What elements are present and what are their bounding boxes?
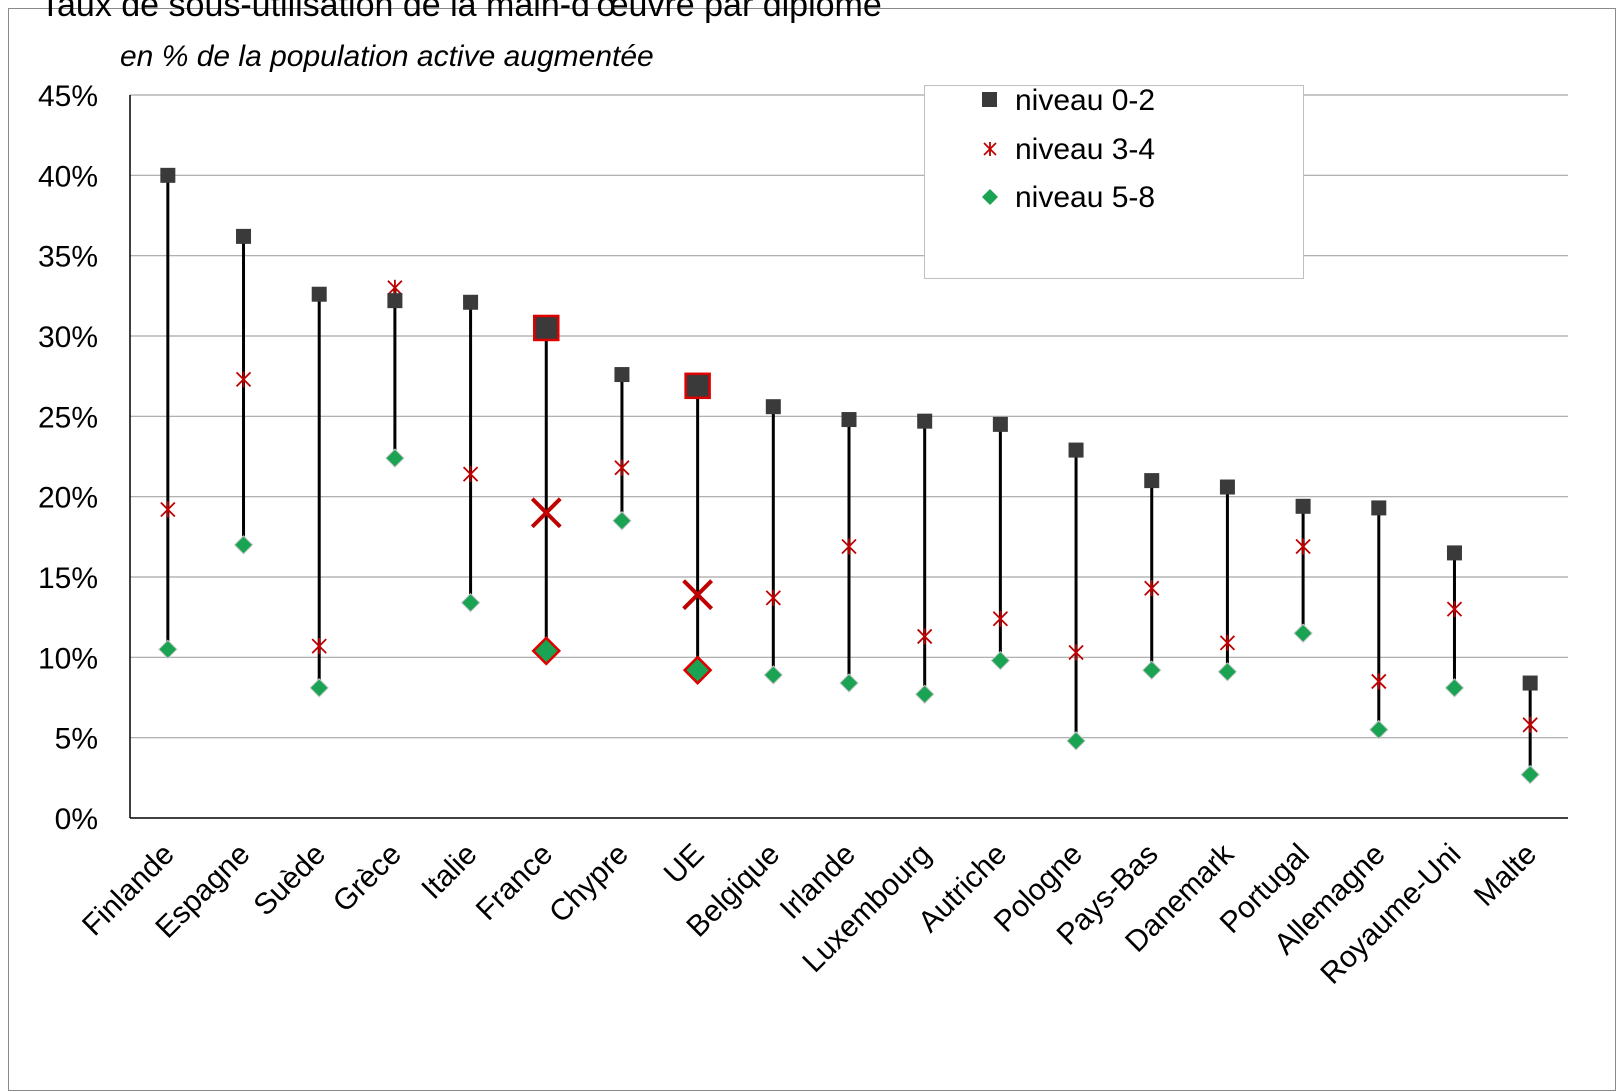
x-tick-label: Malte [1468,838,1543,913]
y-tick-label: 35% [38,241,98,274]
marker-stroke [682,579,714,611]
marker-niveau-0-2 [684,372,711,400]
marker-niveau-0-2 [992,416,1008,432]
x-tick-label: Chypre [543,838,635,930]
marker-niveau-5-8 [914,684,935,704]
marker-niveau-0-2 [1144,473,1160,489]
marker-niveau-0-2 [1219,479,1235,495]
marker-niveau-3-4 [530,497,562,529]
y-tick-label: 30% [38,321,98,354]
marker-niveau-5-8 [1520,764,1540,785]
marker-niveau-5-8 [1293,623,1313,643]
square-marker-icon [982,92,997,107]
marker-niveau-0-2 [1522,675,1538,691]
legend: niveau 0-2 niveau 3-4 niveau 5-8 [924,84,1304,279]
chart-subtitle: en % de la population active augmentée [120,40,654,73]
marker-niveau-5-8 [309,678,329,698]
marker-niveau-3-4 [1522,716,1538,733]
legend-label: niveau 3-4 [1015,133,1156,166]
marker-niveau-3-4 [992,610,1009,627]
marker-niveau-3-4 [1295,538,1311,555]
marker-niveau-0-2 [311,286,327,302]
axes [129,95,1568,819]
marker-niveau-3-4 [1144,580,1160,597]
x-tick-label: UE [658,838,711,891]
y-tick-label: 10% [38,642,98,675]
y-tick-label: 45% [38,80,98,113]
y-tick-label: 5% [55,723,98,756]
legend-item-niveau-5-8: niveau 5-8 [982,178,1156,218]
y-tick-label: 15% [38,562,98,595]
x-tick-label: France [470,838,559,927]
marker-niveau-0-2 [1295,498,1311,514]
chart-frame [8,8,1616,1091]
marker-niveau-0-2 [917,413,933,429]
marker-niveau-3-4 [614,459,630,476]
marker-niveau-5-8 [682,655,713,685]
marker-niveau-5-8 [1217,662,1238,682]
marker-niveau-0-2 [841,412,857,428]
marker-niveau-0-2 [533,314,560,342]
y-tick-label: 0% [55,803,98,836]
x-tick-label: Suède [247,838,332,923]
legend-label: niveau 0-2 [1015,84,1156,117]
marker-niveau-0-2 [765,399,781,415]
diamond-marker-icon [982,189,998,205]
marker-niveau-0-2 [387,293,403,309]
legend-item-niveau-3-4: niveau 3-4 [983,130,1156,170]
marker-niveau-3-4 [235,371,252,388]
marker-niveau-5-8 [385,448,405,468]
y-tick-label: 40% [38,160,98,193]
marker-niveau-5-8 [612,511,632,531]
star-marker-icon [983,142,997,156]
marker-niveau-0-2 [1068,442,1084,458]
marker-niveau-3-4 [1068,644,1084,661]
marker-niveau-3-4 [682,579,714,611]
marker-stroke [530,497,562,529]
data-markers [158,167,1540,785]
x-tick-label: Italie [415,838,483,906]
marker-niveau-5-8 [1444,678,1465,698]
x-tick-label: Grèce [327,838,408,919]
marker-niveau-5-8 [990,650,1011,671]
marker-niveau-0-2 [463,294,479,310]
marker-niveau-5-8 [158,639,178,660]
marker-niveau-3-4 [1219,634,1236,651]
marker-niveau-3-4 [1446,601,1463,618]
marker-niveau-5-8 [460,592,481,613]
marker-niveau-3-4 [765,589,781,606]
marker-niveau-3-4 [160,501,176,518]
marker-niveau-5-8 [1369,719,1389,740]
chart-title: Taux de sous-utilisation de la main-d'œu… [40,0,882,24]
y-axis-ticks: 0% 5% 10% 15% 20% 25% 30% 35% 40% 45% [38,80,98,836]
legend-item-niveau-0-2: niveau 0-2 [982,81,1156,121]
marker-niveau-3-4 [841,538,857,555]
marker-niveau-5-8 [233,535,254,555]
y-tick-label: 25% [38,401,98,434]
range-lines [166,175,1532,775]
marker-niveau-0-2 [236,228,252,244]
marker-niveau-0-2 [160,167,176,183]
legend-label: niveau 5-8 [1015,181,1156,214]
marker-niveau-5-8 [839,673,859,693]
marker-niveau-5-8 [1066,731,1086,751]
marker-niveau-3-4 [1371,673,1387,690]
y-tick-label: 20% [38,482,98,515]
marker-niveau-3-4 [917,628,933,645]
marker-niveau-3-4 [387,279,403,296]
marker-niveau-0-2 [1446,545,1462,561]
marker-niveau-0-2 [1371,500,1387,516]
marker-niveau-5-8 [763,665,784,685]
marker-niveau-3-4 [311,638,327,655]
gridlines [130,94,1568,739]
marker-niveau-0-2 [614,367,630,383]
marker-niveau-5-8 [531,636,562,666]
marker-niveau-3-4 [462,466,479,483]
marker-niveau-5-8 [1142,660,1162,680]
